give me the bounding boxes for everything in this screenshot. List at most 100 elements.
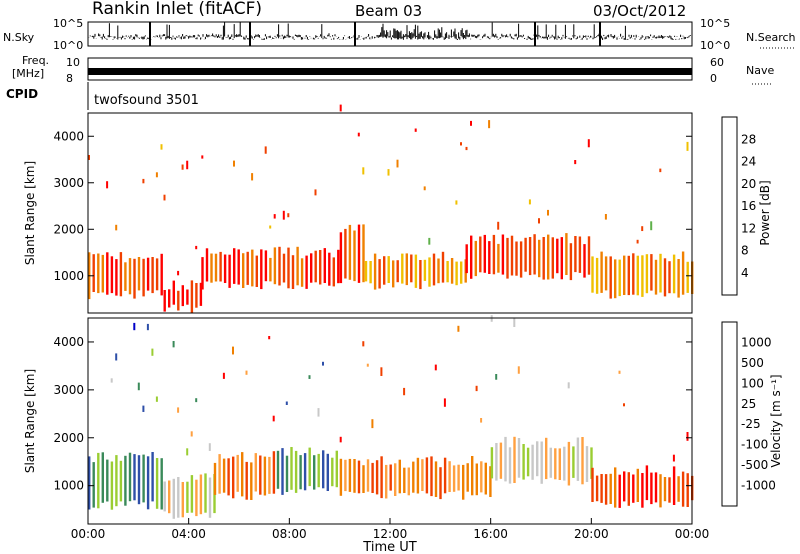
echo-cell	[383, 256, 386, 285]
scatter-cell	[245, 370, 248, 375]
echo-cell	[142, 258, 145, 297]
scatter-cell	[528, 199, 531, 205]
echo-cell	[269, 257, 272, 282]
echo-cell	[151, 452, 154, 502]
beam-label: Beam 03	[355, 2, 422, 20]
echo-cell	[199, 282, 203, 306]
scatter-cell	[181, 164, 184, 170]
echo-cell	[668, 477, 671, 503]
echo-cell	[335, 450, 338, 488]
scatter-cell	[195, 398, 198, 403]
freq-label: Freq.	[22, 54, 49, 67]
echo-cell	[636, 255, 639, 296]
echo-cell	[545, 437, 548, 480]
echo-cell	[499, 442, 503, 479]
echo-cell	[348, 458, 352, 492]
scatter-cell	[362, 341, 365, 347]
echo-cell	[97, 452, 100, 509]
echo-cell	[88, 456, 91, 510]
y-tick-label: 1000	[53, 479, 84, 493]
echo-cell	[542, 237, 545, 280]
echo-cell	[300, 258, 304, 287]
echo-cell	[641, 473, 644, 508]
scatter-cell	[434, 364, 437, 371]
echo-cell	[513, 436, 516, 483]
power-panel: 1000 2000 3000 4000 Slant Range [km] 4 8 12 16…	[23, 104, 772, 314]
echo-cell	[285, 455, 289, 492]
scatter-cell	[403, 387, 406, 396]
echo-cell	[632, 253, 635, 295]
echo-cell	[371, 462, 374, 493]
echo-cell	[677, 259, 680, 298]
echo-cell	[567, 441, 571, 486]
echo-cell	[609, 473, 612, 504]
echo-cell	[524, 237, 527, 272]
scatter-cell	[190, 431, 193, 437]
echo-cell	[430, 456, 433, 497]
echo-cell	[686, 261, 689, 293]
echo-cell	[313, 455, 316, 490]
nsky-series	[88, 22, 691, 46]
echo-cell	[421, 459, 424, 491]
echo-cell	[251, 249, 254, 287]
scatter-cell	[233, 160, 235, 167]
echo-cell	[263, 456, 267, 496]
echo-cell	[124, 455, 127, 506]
echo-cell	[332, 257, 335, 287]
echo-cell	[287, 247, 290, 289]
echo-cell	[591, 256, 594, 293]
scatter-cell	[636, 239, 639, 244]
echo-cell	[299, 455, 302, 490]
echo-cell	[439, 467, 442, 500]
scatter-cell	[110, 378, 113, 383]
scatter-cell	[517, 366, 520, 374]
scatter-cell	[232, 346, 234, 355]
echo-cell	[160, 253, 163, 296]
echo-cell	[636, 468, 639, 502]
echo-cell	[337, 249, 340, 284]
scatter-cell	[208, 443, 211, 451]
echo-cell	[441, 251, 445, 283]
colorbar-tick-label: 24	[741, 155, 756, 169]
echo-cell	[475, 463, 478, 496]
echo-cell	[172, 478, 175, 519]
echo-cell	[213, 462, 217, 495]
scatter-cell	[285, 401, 288, 405]
echo-cell	[583, 244, 586, 278]
echo-cell	[645, 254, 649, 294]
echo-cell	[528, 237, 532, 276]
echo-cell	[294, 450, 298, 493]
echo-cell	[595, 257, 599, 294]
echo-cell	[168, 289, 171, 308]
cpid-value: twofsound 3501	[94, 93, 199, 108]
echo-cell	[681, 471, 685, 507]
echo-cell	[508, 447, 512, 484]
scatter-cell	[538, 218, 540, 224]
scatter-cell	[650, 221, 653, 231]
echo-cell	[572, 446, 575, 478]
echo-cell	[101, 254, 104, 293]
echo-cell	[650, 472, 653, 505]
velocity-panel: 1000 2000 3000 4000 Slant Range [km] 1000 50…	[23, 315, 783, 554]
echo-cell	[319, 250, 322, 285]
echo-cell	[124, 262, 127, 291]
echo-cell	[255, 255, 258, 287]
echo-cell	[241, 452, 244, 497]
echo-cell	[375, 460, 379, 495]
nsearch-tick-bottom: 10^0	[700, 39, 730, 52]
scatter-cell	[465, 146, 468, 151]
echo-cell	[110, 256, 114, 294]
echo-cell	[344, 459, 347, 492]
scatter-cell	[470, 120, 472, 126]
echo-cell	[331, 457, 334, 487]
echo-cell	[115, 259, 118, 296]
echo-cell	[437, 258, 440, 284]
echo-cell	[232, 456, 235, 499]
echo-cell	[405, 253, 408, 286]
colorbar-tick-label: 8	[741, 244, 749, 258]
colorbar-tick-label: 4	[741, 266, 749, 280]
echo-cell	[353, 230, 356, 282]
echo-cell	[364, 261, 368, 282]
y-tick-label: 1000	[53, 269, 84, 283]
date-label: 03/Oct/2012	[593, 2, 686, 20]
